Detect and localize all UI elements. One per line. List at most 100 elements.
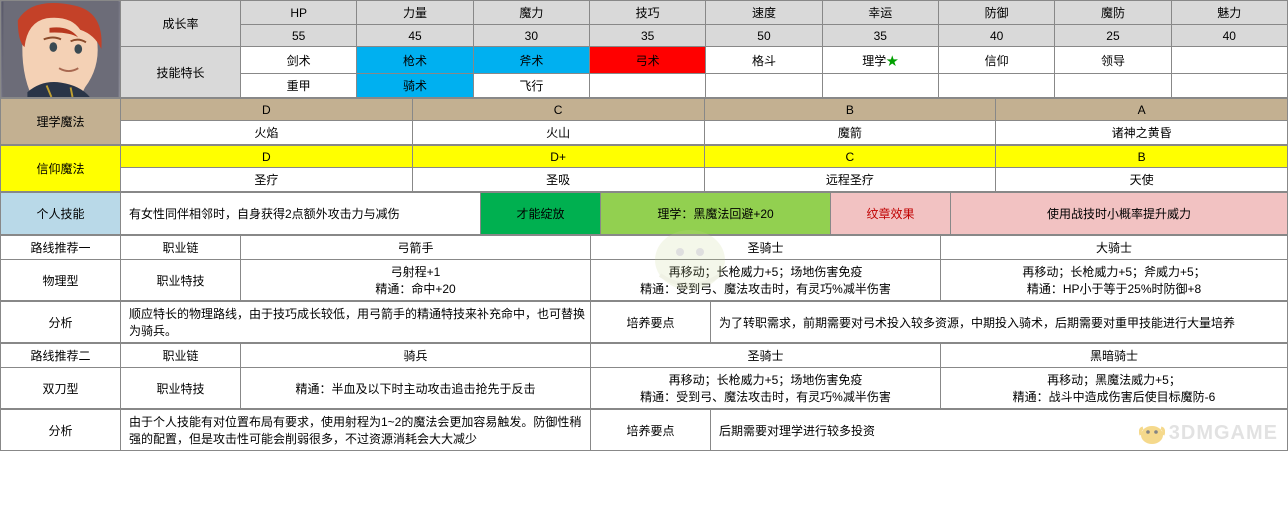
skill-cell: 剑术 <box>241 47 357 74</box>
stat-val: 30 <box>473 25 589 47</box>
stat-val: 35 <box>822 25 938 47</box>
skill-cell <box>822 74 938 98</box>
route1-analysis-table: 分析 顺应特长的物理路线，由于技巧成长较低，用弓箭手的精通特技来补充命中，也可替… <box>0 301 1288 343</box>
route2-skill: 再移动；长枪威力+5；场地伤害免疫 精通：受到弓、魔法攻击时，有灵巧%减半伤害 <box>591 368 941 409</box>
route2-class: 骑兵 <box>241 344 591 368</box>
stat-val: 35 <box>589 25 705 47</box>
growth-label: 成长率 <box>121 1 241 47</box>
route1-skill: 再移动；长枪威力+5；场地伤害免疫 精通：受到弓、魔法攻击时，有灵巧%减半伤害 <box>591 260 941 301</box>
faith-spell: 圣疗 <box>121 168 413 192</box>
stat-val: 55 <box>241 25 357 47</box>
route1-analysis-label: 分析 <box>1 302 121 343</box>
reason-spell: 诸神之黄昏 <box>996 121 1288 145</box>
reason-spell: 火山 <box>412 121 704 145</box>
reason-rank: D <box>121 99 413 121</box>
stats-table: 成长率 HP 力量 魔力 技巧 速度 幸运 防御 魔防 魅力 55 45 30 … <box>0 0 1288 98</box>
skill-cell: 斧术 <box>473 47 589 74</box>
route2-type-label: 双刀型 <box>1 368 121 409</box>
faith-magic-table: 信仰魔法 D D+ C B 圣疗 圣吸 远程圣疗 天使 <box>0 145 1288 192</box>
stat-hdr: 技巧 <box>589 1 705 25</box>
stat-hdr: 力量 <box>357 1 473 25</box>
route2-table: 路线推荐二 职业链 骑兵 圣骑士 黑暗骑士 双刀型 职业特技 精通：半血及以下时… <box>0 343 1288 409</box>
route2-train-text: 后期需要对理学进行较多投资 <box>711 410 1288 451</box>
reason-spell: 火焰 <box>121 121 413 145</box>
stat-hdr: 魅力 <box>1171 1 1287 25</box>
skill-spec-label: 技能特长 <box>121 47 241 98</box>
route2-skill: 再移动；黑魔法威力+5； 精通：战斗中造成伤害后使目标魔防-6 <box>941 368 1288 409</box>
stat-hdr: 防御 <box>938 1 1054 25</box>
route1-train-text: 为了转职需求，前期需要对弓术投入较多资源，中期投入骑术，后期需要对重甲技能进行大… <box>711 302 1288 343</box>
skill-cell: 领导 <box>1055 47 1171 74</box>
talent-label: 才能绽放 <box>481 193 601 235</box>
star-icon: ★ <box>886 54 898 68</box>
skill-cell <box>589 74 705 98</box>
route1-type-label: 物理型 <box>1 260 121 301</box>
faith-rank: B <box>996 146 1288 168</box>
crest-label: 纹章效果 <box>831 193 951 235</box>
route1-analysis-text: 顺应特长的物理路线，由于技巧成长较低，用弓箭手的精通特技来补充命中，也可替换为骑… <box>121 302 591 343</box>
route2-analysis-label: 分析 <box>1 410 121 451</box>
personal-label: 个人技能 <box>1 193 121 235</box>
faith-spell: 远程圣疗 <box>704 168 996 192</box>
route2-skill: 精通：半血及以下时主动攻击追击抢先于反击 <box>241 368 591 409</box>
skill-cell: 信仰 <box>938 47 1054 74</box>
skill-cell: 理学★ <box>822 47 938 74</box>
route1-class: 圣骑士 <box>591 236 941 260</box>
faith-rank: D <box>121 146 413 168</box>
route1-table: 路线推荐一 职业链 弓箭手 圣骑士 大骑士 物理型 职业特技 弓射程+1 精通：… <box>0 235 1288 301</box>
route2-analysis-text: 由于个人技能有对位置布局有要求，使用射程为1~2的魔法会更加容易触发。防御性稍强… <box>121 410 591 451</box>
stat-hdr: 幸运 <box>822 1 938 25</box>
skill-cell <box>706 74 822 98</box>
stat-val: 50 <box>706 25 822 47</box>
character-portrait <box>1 1 121 98</box>
route1-rec-label: 路线推荐一 <box>1 236 121 260</box>
reason-rank: C <box>412 99 704 121</box>
portrait-icon <box>2 1 120 97</box>
stat-val: 40 <box>938 25 1054 47</box>
skill-cell <box>1171 74 1287 98</box>
stat-val: 25 <box>1055 25 1171 47</box>
skill-cell: 骑术 <box>357 74 473 98</box>
route2-train-label: 培养要点 <box>591 410 711 451</box>
route1-skill: 再移动；长枪威力+5；斧威力+5； 精通：HP小于等于25%时防御+8 <box>941 260 1288 301</box>
talent-desc: 理学：黑魔法回避+20 <box>601 193 831 235</box>
skill-cell: 弓术 <box>589 47 705 74</box>
route1-chain-label: 职业链 <box>121 236 241 260</box>
route2-rec-label: 路线推荐二 <box>1 344 121 368</box>
faith-label: 信仰魔法 <box>1 146 121 192</box>
skill-cell <box>1055 74 1171 98</box>
skill-cell: 格斗 <box>706 47 822 74</box>
faith-rank: D+ <box>412 146 704 168</box>
route1-skill: 弓射程+1 精通：命中+20 <box>241 260 591 301</box>
route1-class: 弓箭手 <box>241 236 591 260</box>
route1-train-label: 培养要点 <box>591 302 711 343</box>
skill-cell: 枪术 <box>357 47 473 74</box>
stat-hdr: 速度 <box>706 1 822 25</box>
route1-class: 大骑士 <box>941 236 1288 260</box>
reason-label: 理学魔法 <box>1 99 121 145</box>
faith-spell: 天使 <box>996 168 1288 192</box>
skill-cell <box>938 74 1054 98</box>
route2-chain-label: 职业链 <box>121 344 241 368</box>
stat-val: 45 <box>357 25 473 47</box>
reason-rank: A <box>996 99 1288 121</box>
route2-analysis-table: 分析 由于个人技能有对位置布局有要求，使用射程为1~2的魔法会更加容易触发。防御… <box>0 409 1288 451</box>
skill-cell: 飞行 <box>473 74 589 98</box>
route2-class: 黑暗骑士 <box>941 344 1288 368</box>
route2-class: 圣骑士 <box>591 344 941 368</box>
route1-skill-label: 职业特技 <box>121 260 241 301</box>
stat-hdr: 魔防 <box>1055 1 1171 25</box>
faith-spell: 圣吸 <box>412 168 704 192</box>
skill-cell <box>1171 47 1287 74</box>
crest-desc: 使用战技时小概率提升威力 <box>951 193 1288 235</box>
reason-magic-table: 理学魔法 D C B A 火焰 火山 魔箭 诸神之黄昏 <box>0 98 1288 145</box>
skill-cell: 重甲 <box>241 74 357 98</box>
stat-val: 40 <box>1171 25 1287 47</box>
reason-spell: 魔箭 <box>704 121 996 145</box>
reason-rank: B <box>704 99 996 121</box>
faith-rank: C <box>704 146 996 168</box>
route2-skill-label: 职业特技 <box>121 368 241 409</box>
personal-desc: 有女性同伴相邻时，自身获得2点额外攻击力与减伤 <box>121 193 481 235</box>
stat-hdr: HP <box>241 1 357 25</box>
personal-skill-table: 个人技能 有女性同伴相邻时，自身获得2点额外攻击力与减伤 才能绽放 理学：黑魔法… <box>0 192 1288 235</box>
